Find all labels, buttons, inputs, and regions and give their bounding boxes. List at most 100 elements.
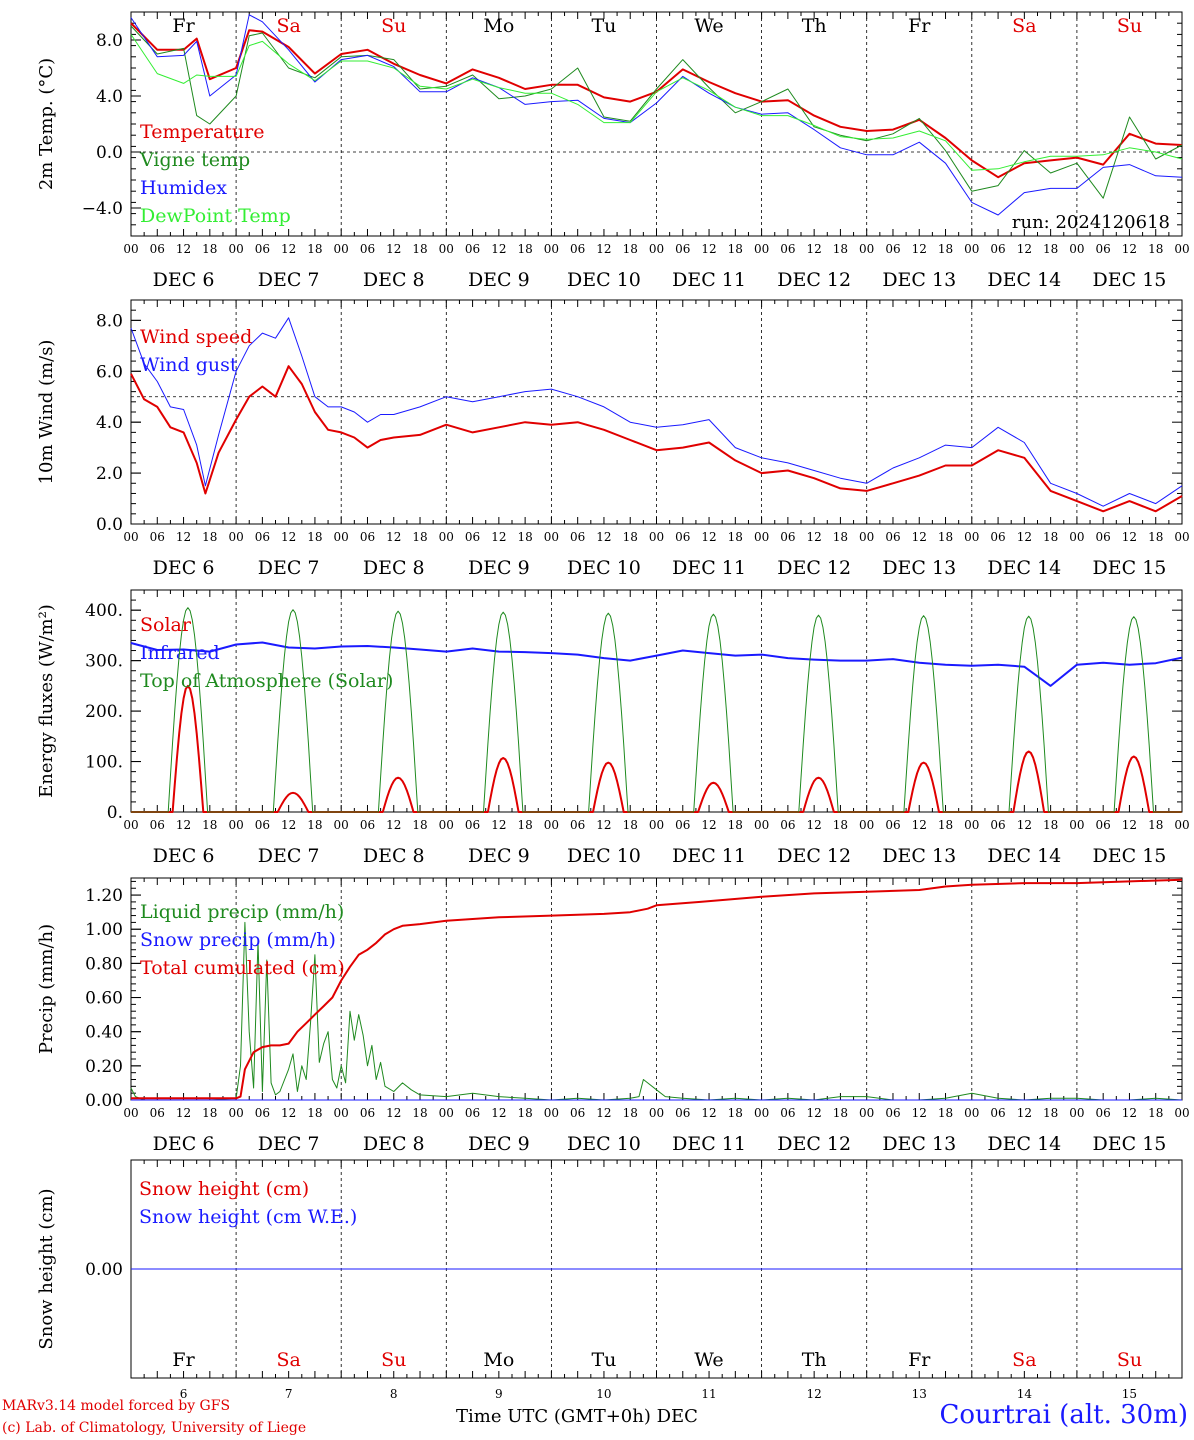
x-day-label: DEC 6 [153, 1133, 215, 1155]
x-hour-label: 12 [176, 530, 191, 544]
chart-panel-4: 0.00 0.20 0.40 0.60 0.80 1.00 1.20 Precip (mm/h… [36, 877, 1190, 1155]
x-hour-label: 06 [360, 1106, 375, 1120]
x-hour-label: 12 [281, 242, 296, 256]
legend-dewpoint-temp: DewPoint Temp [140, 205, 291, 227]
day-name-label: Mo [483, 1349, 514, 1371]
x-hour-label: 12 [1122, 242, 1137, 256]
x-hour-label: 00 [544, 242, 559, 256]
x-hour-label: 12 [176, 242, 191, 256]
x-hour-label: 00 [228, 242, 243, 256]
x-hour-label: 12 [807, 818, 822, 832]
x-hour-label: 00 [439, 530, 454, 544]
x-hour-label: 00 [544, 530, 559, 544]
x-hour-label: 06 [255, 242, 270, 256]
x-day-label: DEC 11 [672, 269, 746, 291]
x-hour-label: 12 [176, 1106, 191, 1120]
chart-panel-2: 0.0 2.0 4.0 6.0 8.0 10m Wind (m/s) 00 06 12 18 00 0… [36, 299, 1190, 579]
x-hour-label: 06 [780, 242, 795, 256]
y-tick-label: 0.0 [96, 515, 123, 535]
series-wind-gust [130, 317, 1183, 507]
x-hour-label: 12 [1017, 530, 1032, 544]
x-hour-label: 00 [1069, 242, 1084, 256]
x-hour-label: 12 [386, 242, 401, 256]
legend-humidex: Humidex [140, 177, 227, 199]
x-day-label: DEC 11 [672, 1133, 746, 1155]
y-tick-label: 0.00 [85, 1260, 123, 1280]
x-hour-label: 12 [176, 818, 191, 832]
day-number-label: 7 [285, 1387, 293, 1401]
x-day-label: DEC 6 [153, 557, 215, 579]
x-hour-label: 18 [833, 530, 848, 544]
x-hour-label: 06 [1096, 242, 1111, 256]
legend-snow-height-cm: Snow height (cm) [139, 1178, 309, 1200]
day-name-label: Tu [591, 15, 616, 37]
series-vigne-temp [130, 25, 1183, 199]
x-hour-label: 12 [491, 530, 506, 544]
x-hour-label: 00 [964, 818, 979, 832]
x-hour-label: 06 [780, 530, 795, 544]
x-hour-label: 00 [1069, 530, 1084, 544]
x-hour-label: 18 [1148, 242, 1163, 256]
day-name-label: Su [1117, 15, 1142, 37]
day-name-label: Tu [591, 1349, 616, 1371]
day-name-label: Su [1117, 1349, 1142, 1371]
x-hour-label: 00 [964, 1106, 979, 1120]
x-hour-label: 00 [439, 242, 454, 256]
x-hour-label: 00 [649, 1106, 664, 1120]
day-number-label: 13 [912, 1387, 927, 1401]
x-hour-label: 06 [465, 242, 480, 256]
x-day-label: DEC 14 [987, 1133, 1061, 1155]
x-hour-label: 18 [412, 818, 427, 832]
x-hour-label: 06 [570, 242, 585, 256]
day-name-label: Fr [908, 1349, 931, 1371]
y-tick-label: 0.80 [85, 954, 123, 974]
x-day-label: DEC 13 [882, 845, 956, 867]
x-hour-label: 12 [1122, 818, 1137, 832]
y-tick-label: 8.0 [96, 311, 123, 331]
series-top-of-atmosphere-solar [131, 607, 1182, 813]
x-hour-label: 18 [202, 530, 217, 544]
plot-frame [130, 299, 1183, 525]
x-hour-label: 06 [360, 530, 375, 544]
x-hour-label: 06 [780, 1106, 795, 1120]
x-hour-label: 00 [123, 242, 138, 256]
x-day-label: DEC 14 [987, 845, 1061, 867]
x-hour-label: 18 [517, 530, 532, 544]
chart-panel-5: 0.00 Snow height (cm) Snow height (cm) Snow… [36, 1159, 1183, 1401]
x-hour-label: 12 [1017, 242, 1032, 256]
x-hour-label: 06 [150, 530, 165, 544]
series-temperature [130, 22, 1183, 179]
x-hour-label: 00 [859, 818, 874, 832]
model-credit-line: MARv3.14 model forced by GFS [2, 1398, 231, 1414]
day-name-label: We [694, 15, 723, 37]
day-name-label: Sa [276, 1349, 300, 1371]
x-hour-label: 06 [1096, 530, 1111, 544]
x-day-label: DEC 15 [1093, 845, 1167, 867]
x-hour-label: 06 [150, 1106, 165, 1120]
legend-solar: Solar [140, 614, 192, 636]
x-day-label: DEC 8 [363, 557, 425, 579]
x-hour-label: 18 [517, 1106, 532, 1120]
series-liquid-precip-mm-h [130, 921, 1183, 1101]
y-tick-label: 0. [107, 803, 123, 823]
x-day-label: DEC 15 [1093, 269, 1167, 291]
legend-vigne-temp: Vigne temp [139, 149, 250, 171]
x-day-label: DEC 9 [468, 269, 530, 291]
x-day-label: DEC 10 [567, 269, 641, 291]
x-hour-label: 00 [228, 1106, 243, 1120]
y-tick-label: 2.0 [96, 464, 123, 484]
legend-wind-speed: Wind speed [140, 326, 252, 348]
x-day-label: DEC 7 [258, 1133, 320, 1155]
x-hour-label: 18 [833, 242, 848, 256]
series-infrared [130, 641, 1183, 687]
x-hour-label: 00 [544, 1106, 559, 1120]
x-hour-label: 00 [334, 530, 349, 544]
x-day-label: DEC 10 [567, 1133, 641, 1155]
x-hour-label: 06 [570, 1106, 585, 1120]
x-hour-label: 00 [859, 530, 874, 544]
x-hour-label: 12 [912, 1106, 927, 1120]
y-tick-label: −4.0 [82, 199, 123, 219]
day-number-label: 15 [1122, 1387, 1137, 1401]
x-hour-label: 18 [938, 818, 953, 832]
